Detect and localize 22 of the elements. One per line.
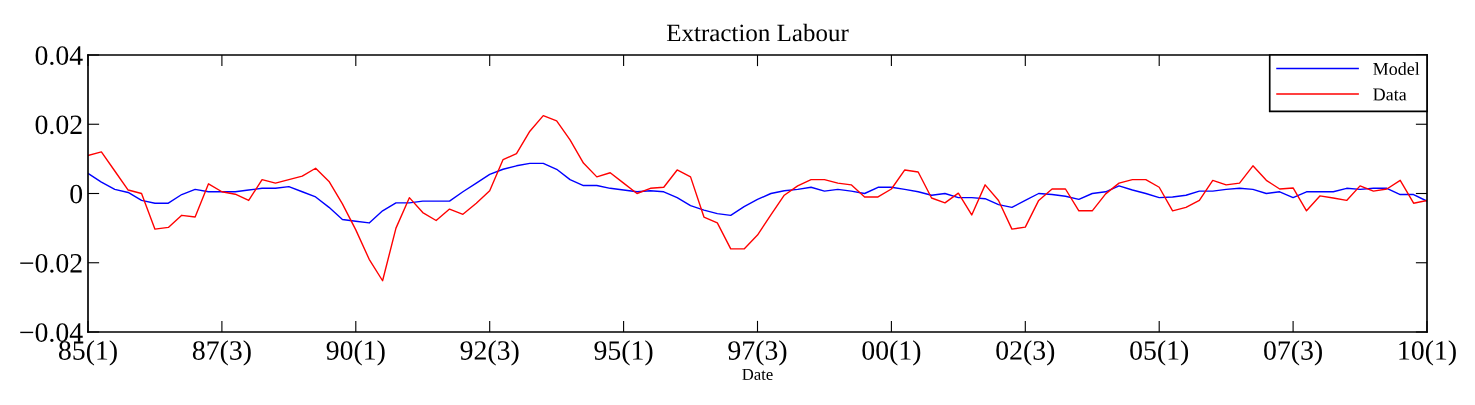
y-tick-label: 0.04 xyxy=(35,46,83,66)
x-tick-label: 05(1) xyxy=(1130,340,1189,366)
x-axis-title: Date xyxy=(742,368,773,381)
line-series xyxy=(88,114,1427,282)
x-tick-label: 10(1) xyxy=(1399,340,1456,366)
x-tick-label: 07(3) xyxy=(1264,340,1322,366)
x-tick-label: 90(1) xyxy=(326,340,385,366)
x-tick-label: 92(3) xyxy=(460,340,519,366)
y-tick-label: −0.04 xyxy=(20,323,83,343)
x-tick-label: 95(1) xyxy=(594,340,653,366)
line-series xyxy=(88,162,1427,224)
legend-label: Model xyxy=(1373,62,1420,76)
legend-label: Data xyxy=(1373,88,1407,101)
x-tick-label: 87(3) xyxy=(192,340,251,366)
chart-title: Extraction Labour xyxy=(666,23,849,42)
y-tick-label: 0 xyxy=(70,184,83,204)
y-tick-label: 0.02 xyxy=(35,115,82,135)
x-tick-label: 85(1) xyxy=(58,340,117,366)
x-tick-label: 00(1) xyxy=(862,340,921,366)
x-tick-label: 02(3) xyxy=(996,340,1055,366)
x-tick-label: 97(3) xyxy=(728,340,787,366)
y-tick-label: −0.02 xyxy=(20,253,82,273)
